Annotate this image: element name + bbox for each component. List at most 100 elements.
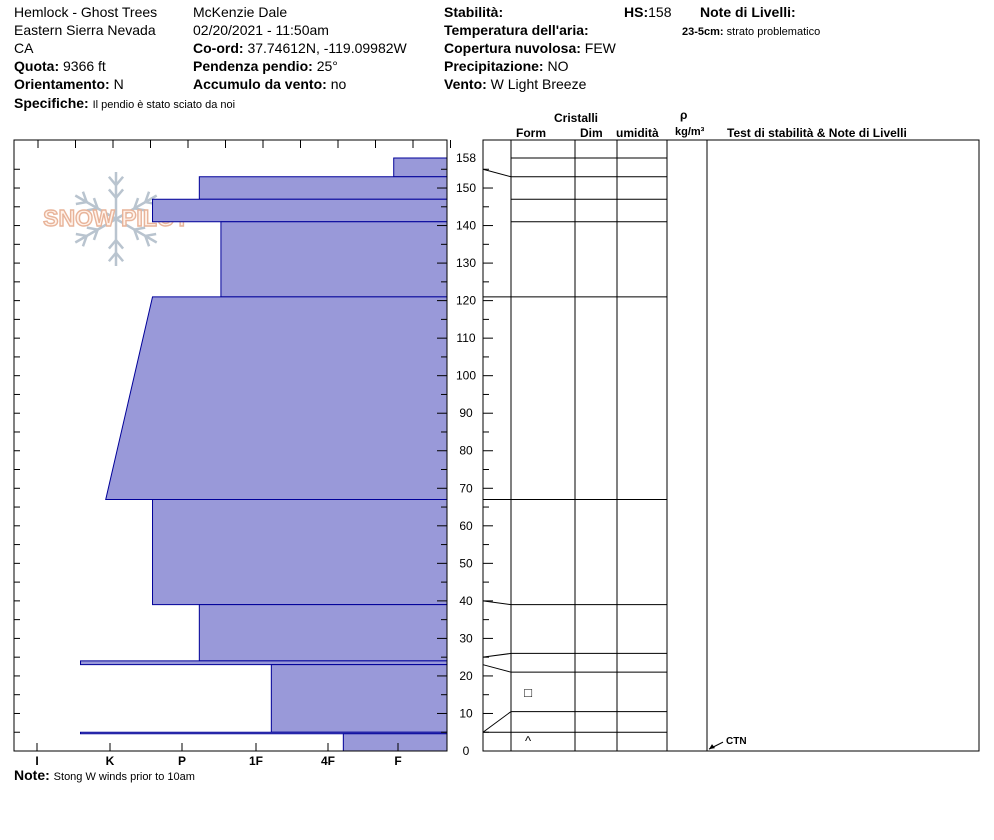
flake-arm: [115, 194, 158, 221]
grain-symbol: □: [524, 685, 532, 700]
height-tick-label: 130: [456, 256, 476, 270]
height-tick-label: 110: [456, 331, 475, 345]
hs-value: 158: [648, 4, 672, 20]
observer: McKenzie Dale: [193, 4, 288, 20]
flake-arm: [74, 217, 117, 244]
layer-note-depth: 23-5cm:: [682, 26, 724, 38]
crystals-header: Cristalli: [554, 111, 599, 125]
flake-arm: [74, 194, 117, 221]
note-label: Note:: [14, 767, 50, 783]
crystal-table: [482, 140, 708, 751]
hardness-tick-label: I: [35, 754, 38, 768]
hardness-layer: [270, 664, 448, 733]
precip-label: Precipitazione:: [444, 58, 544, 74]
grain-symbol: ^: [525, 734, 532, 749]
flake-branch: [81, 235, 88, 247]
height-tick-label: 0: [463, 744, 470, 758]
boundary-connector: [482, 664, 512, 673]
flake-branch: [81, 191, 88, 203]
wind-loading-label: Accumulo da vento:: [193, 76, 327, 92]
hardness-tick-label: P: [178, 754, 186, 768]
hardness-tick-label: 4F: [321, 754, 335, 768]
precipitation: Precipitazione: NO: [444, 58, 568, 74]
specifics-label: Specifiche:: [14, 95, 89, 111]
table-frame: [482, 139, 980, 752]
slope: Pendenza pendio: 25°: [193, 58, 338, 74]
hardness-layers: [80, 157, 448, 752]
flake-branch: [92, 197, 99, 209]
flake-branch: [115, 252, 125, 263]
hardness-layer: [198, 604, 448, 662]
hardness-axis: I K P 1F 4F F: [35, 743, 402, 768]
flake-branch: [134, 226, 146, 231]
chart-frame: [13, 139, 980, 752]
flake-branch: [115, 188, 125, 199]
flake-branch: [107, 252, 117, 263]
hardness-layer: [152, 499, 448, 606]
flake-branch: [107, 188, 117, 199]
height-tick-label: 158: [456, 151, 476, 165]
flake-branch: [86, 226, 98, 231]
stability-label: Stabilità:: [444, 4, 504, 20]
height-tick-label: 40: [459, 594, 473, 608]
elevation-value: 9366 ft: [63, 58, 106, 74]
hardness-layer: [105, 296, 448, 501]
hardness-tick-label: F: [394, 754, 401, 768]
height-tick-label: 10: [459, 706, 473, 720]
flake-branch: [144, 235, 151, 247]
wind-label: Vento:: [444, 76, 487, 92]
boundary-connector: [482, 168, 512, 178]
specifics-value: Il pendio è stato sciato da noi: [92, 99, 236, 111]
flake-branch: [134, 207, 146, 212]
aspect-label: Orientamento:: [14, 76, 110, 92]
layer-note-text: strato problematico: [726, 26, 821, 38]
density-unit-header: kg/m³: [675, 126, 705, 138]
mountain-range: Eastern Sierra Nevada: [14, 22, 156, 38]
hardness-layer: [80, 660, 448, 666]
elevation: Quota: 9366 ft: [14, 58, 106, 74]
hardness-layer: [342, 733, 448, 752]
profile-frame: [13, 139, 448, 752]
hardness-layer: [393, 157, 448, 178]
wind-loading-value: no: [330, 76, 347, 92]
height-tick-label: 150: [456, 181, 476, 195]
flake-branch: [144, 191, 151, 203]
flake-branch: [133, 229, 140, 241]
snow-height: HS:158: [624, 4, 671, 20]
boundary-connector: [482, 600, 512, 606]
aspect-value: N: [113, 76, 124, 92]
flake-branch: [75, 200, 87, 206]
aspect: Orientamento: N: [14, 76, 124, 92]
height-tick-label: 20: [459, 669, 473, 683]
flake-branch: [86, 207, 98, 212]
flake-branch: [92, 229, 99, 241]
height-tick-label: 30: [459, 631, 473, 645]
coordinates: Co-ord: 37.74612N, -119.09982W: [193, 40, 407, 56]
flake-branch: [115, 175, 125, 186]
boundary-connector: [482, 711, 512, 733]
note-value: Stong W winds prior to 10am: [53, 771, 195, 783]
hardness-tick-label: 1F: [249, 754, 263, 768]
flake-branch: [115, 239, 125, 250]
coords-value: 37.74612N, -119.09982W: [247, 40, 407, 56]
height-tick-label: 70: [459, 481, 473, 495]
layer-note: 23-5cm: strato problematico: [682, 24, 820, 40]
flake-branch: [75, 232, 87, 238]
grain-symbols: □ ^ CTN: [524, 685, 747, 750]
sky-label: Copertura nuvolosa:: [444, 40, 581, 56]
datetime: 02/20/2021 - 11:50am: [193, 22, 329, 38]
wind-loading: Accumulo da vento: no: [193, 76, 346, 92]
hardness-layer: [198, 176, 448, 200]
test-arrow: [709, 744, 715, 750]
air-temp-label: Temperatura dell'aria:: [444, 22, 589, 38]
flake-branch: [133, 197, 140, 209]
hardness-layer: [152, 198, 448, 223]
sky-value: FEW: [584, 40, 616, 56]
hardness-tick-label: K: [106, 754, 115, 768]
moisture-header: umidità: [616, 126, 659, 140]
height-tick-label: 60: [459, 519, 473, 533]
form-header: Form: [516, 126, 546, 140]
test-label: CTN: [726, 736, 747, 747]
precip-value: NO: [547, 58, 569, 74]
